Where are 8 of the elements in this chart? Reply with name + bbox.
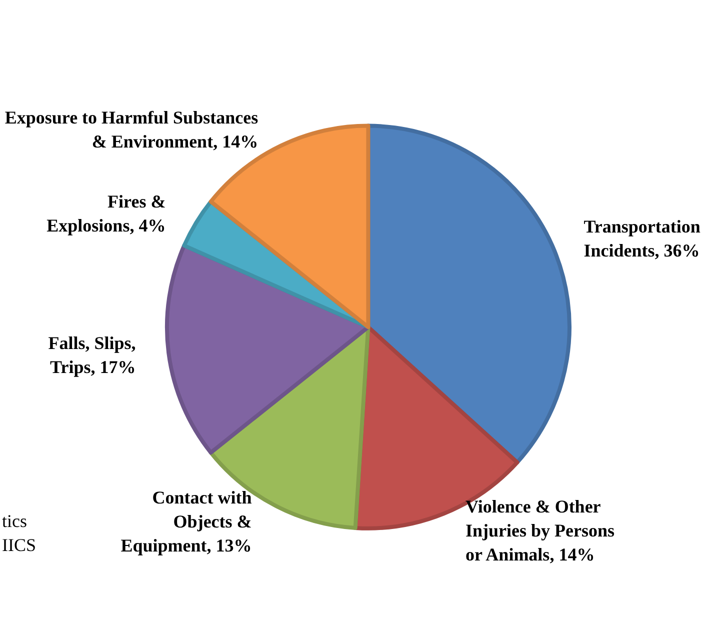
slice-label: Falls, Slips, Trips, 17%: [48, 333, 136, 378]
slice-label: Violence & Other Injuries by Persons or Animals, 14%: [466, 496, 615, 564]
slice-label: Fires & Explosions, 4%: [46, 191, 166, 236]
slice-label: Transportation Incidents, 36%: [584, 216, 700, 260]
text: tics: [2, 511, 27, 531]
slice-label: Contact with Objects & Equipment, 13%: [120, 487, 252, 556]
slice-label: Exposure to Harmful Substances & Environment, 14%: [4, 108, 258, 152]
text: IICS: [2, 535, 36, 555]
